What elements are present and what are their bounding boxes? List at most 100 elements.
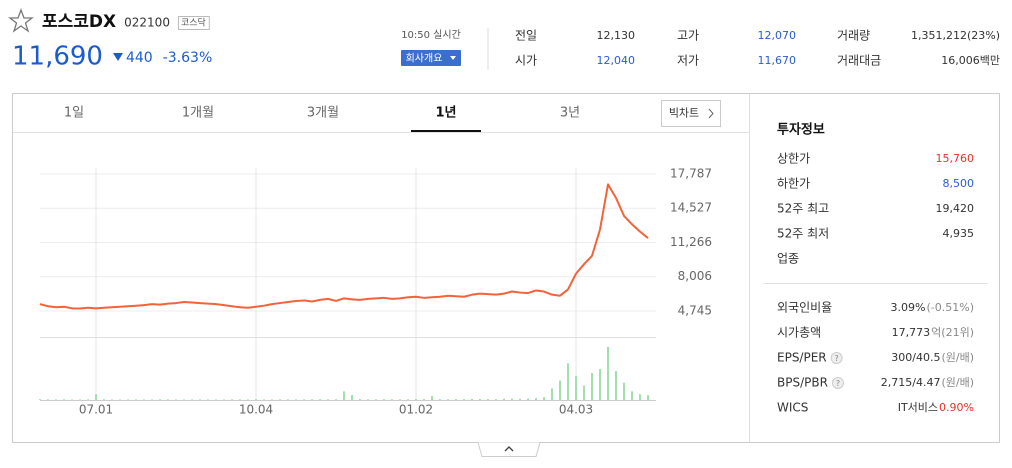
quote-value: 16,006백만 xyxy=(941,54,1000,67)
quote-value: 1,351,212(23%) xyxy=(911,29,1000,42)
volume-bar xyxy=(239,399,241,400)
chevron-right xyxy=(708,108,714,119)
down-arrow xyxy=(112,53,123,61)
volume-bar xyxy=(567,363,569,400)
y-tick-label: 8,006 xyxy=(678,269,712,283)
volume-bar xyxy=(591,372,593,400)
period-tab[interactable]: 3년 xyxy=(560,106,580,121)
info-value: IT서비스 xyxy=(898,401,938,414)
volume-bar xyxy=(367,399,369,400)
info-label: EPS/PER xyxy=(777,351,827,365)
info-label: 시가총액 xyxy=(777,326,821,340)
price-line xyxy=(39,183,649,310)
volume-bar xyxy=(615,371,617,400)
price-change-rate: -3.63% xyxy=(163,50,213,66)
quote-label: 거래량 xyxy=(837,29,870,43)
quote-label: 저가 xyxy=(677,54,699,68)
info-label: 업종 xyxy=(777,252,799,266)
volume-bar xyxy=(559,380,561,400)
x-tick-label: 10.04 xyxy=(239,403,273,417)
info-value: 17,773 xyxy=(892,326,931,339)
y-tick-label: 17,787 xyxy=(670,167,712,181)
volume-bar xyxy=(551,388,553,400)
volume-bar xyxy=(287,399,289,400)
volume-bar xyxy=(47,399,49,400)
volume-bar xyxy=(279,399,281,400)
volume-bar xyxy=(543,397,545,400)
quote-label: 거래대금 xyxy=(837,54,881,68)
y-tick-label: 11,266 xyxy=(670,235,712,249)
y-tick-label: 4,745 xyxy=(678,303,712,317)
quote-value: 12,070 xyxy=(758,29,797,42)
volume-bar xyxy=(399,399,401,400)
volume-bar xyxy=(271,399,273,400)
volume-bar xyxy=(375,399,377,400)
info-label: BPS/PBR xyxy=(777,376,828,390)
volume-bar xyxy=(223,399,225,400)
company-button[interactable] xyxy=(401,50,461,66)
volume-bar xyxy=(327,399,329,400)
x-tick-label: 07.01 xyxy=(79,403,113,417)
x-tick-label: 01.02 xyxy=(399,403,433,417)
volume-bar xyxy=(511,398,513,400)
volume-bar xyxy=(263,399,265,400)
info-label: 52주 최고 xyxy=(777,202,829,216)
info-value: 19,420 xyxy=(936,202,975,215)
y-tick-label: 14,527 xyxy=(670,201,712,215)
help-icon-label: ? xyxy=(836,379,840,388)
quote-value: 12,040 xyxy=(597,54,636,67)
volume-bar xyxy=(63,399,65,400)
info-value: 8,500 xyxy=(943,177,975,190)
volume-bar xyxy=(135,399,137,400)
info-extra: (원/배) xyxy=(941,351,974,364)
volume-bar xyxy=(359,399,361,400)
big-chart-button[interactable] xyxy=(661,100,721,127)
quote-label: 고가 xyxy=(677,29,699,43)
volume-bar xyxy=(175,399,177,400)
volume-bar xyxy=(87,399,89,400)
help-icon xyxy=(830,352,843,364)
volume-bar xyxy=(311,399,313,400)
volume-bar xyxy=(439,399,441,400)
volume-bar xyxy=(39,399,41,400)
volume-bar xyxy=(391,399,393,400)
volume-bar xyxy=(335,399,337,400)
volume-bar xyxy=(407,399,409,400)
volume-bar xyxy=(55,399,57,400)
info-value: 4,935 xyxy=(943,227,975,240)
volume-bar xyxy=(527,398,529,400)
collapse-tab[interactable] xyxy=(477,442,541,457)
price: 11,690 xyxy=(12,42,103,72)
period-tab[interactable]: 1일 xyxy=(64,106,84,121)
volume-bar xyxy=(647,395,649,400)
volume-bar xyxy=(199,399,201,400)
info-extra: 0.90% xyxy=(939,401,974,414)
volume-bar xyxy=(295,399,297,400)
volume-bar xyxy=(583,385,585,400)
volume-bar xyxy=(247,399,249,400)
info-extra: 억(21위) xyxy=(931,326,974,339)
volume-bar xyxy=(103,399,105,400)
volume-bar xyxy=(631,391,633,400)
volume-bar xyxy=(383,399,385,400)
info-value: 300/40.5 xyxy=(891,351,940,364)
favorite-star[interactable] xyxy=(8,8,34,33)
volume-bar xyxy=(159,399,161,400)
volume-bar xyxy=(495,399,497,400)
help-icon xyxy=(831,377,844,389)
dropdown-icon xyxy=(450,56,456,60)
info-label: 52주 최저 xyxy=(777,227,829,241)
volume-bar xyxy=(503,398,505,400)
period-tab[interactable]: 3개월 xyxy=(307,106,339,121)
volume-bar xyxy=(599,369,601,400)
period-tab[interactable]: 1개월 xyxy=(182,106,214,121)
period-tab[interactable]: 1년 xyxy=(435,106,456,121)
chart-box xyxy=(12,93,1000,443)
price-change: 440 xyxy=(126,50,153,66)
volume-bar xyxy=(487,399,489,400)
market-badge-box xyxy=(177,16,210,30)
volume-bar xyxy=(447,399,449,400)
volume-bar xyxy=(423,399,425,400)
volume-bar xyxy=(535,398,537,400)
